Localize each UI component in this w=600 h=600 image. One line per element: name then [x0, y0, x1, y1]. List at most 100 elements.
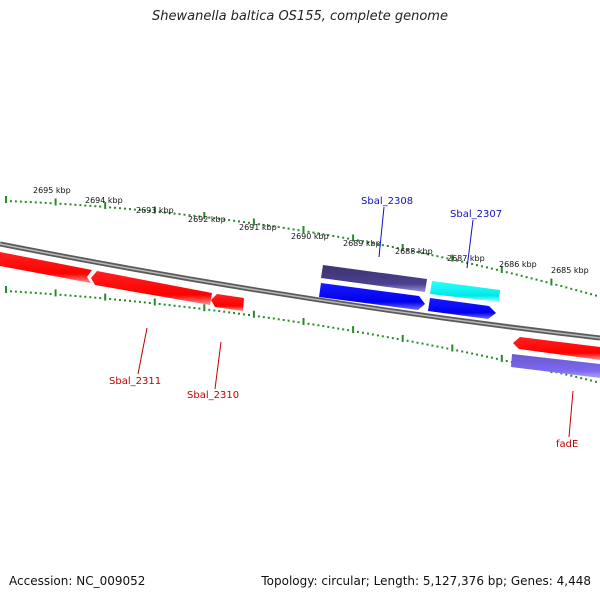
gc-tick-minor: [34, 291, 37, 294]
gc-tick-minor: [208, 308, 211, 311]
tick-label-2692: 2692 kbp: [188, 215, 226, 224]
gc-tick-minor: [49, 202, 52, 205]
gc-tick-minor: [163, 211, 166, 214]
gc-tick-minor: [208, 216, 211, 219]
gc-tick-major: [203, 304, 206, 312]
gc-tick-minor: [243, 313, 245, 316]
gene-sbal-2310[interactable]: [211, 294, 244, 311]
gc-tick-minor: [188, 306, 191, 309]
gene-label-sbal-2308[interactable]: Sbal_2308: [361, 196, 413, 207]
gc-tick-minor: [223, 218, 226, 221]
gc-tick-minor: [411, 250, 414, 252]
tick-label-2686: 2686 kbp: [499, 260, 537, 269]
gc-tick-minor: [367, 332, 369, 335]
gc-tick-minor: [510, 272, 513, 275]
gc-tick-minor: [178, 213, 181, 216]
gc-tick-minor: [585, 378, 588, 381]
gene-sbal-2308[interactable]: [321, 265, 427, 292]
gene-label-sbal-2310[interactable]: Sbal_2310: [187, 390, 239, 401]
gc-tick-minor: [530, 277, 533, 280]
gc-tick-minor: [307, 230, 310, 233]
gc-tick-minor: [193, 214, 196, 217]
gene-fade[interactable]: [513, 337, 600, 360]
gc-tick-minor: [19, 290, 22, 293]
gene-label-fade[interactable]: fadE: [556, 439, 578, 450]
gc-tick-minor: [416, 251, 419, 253]
gc-tick-minor: [421, 252, 424, 255]
gc-tick-minor: [391, 337, 394, 340]
gc-tick-minor: [406, 339, 409, 342]
gc-tick-minor: [367, 241, 369, 244]
gc-tick-minor: [486, 355, 488, 358]
gc-tick-minor: [69, 203, 72, 206]
gc-tick-minor: [426, 253, 429, 256]
gc-tick-minor: [168, 212, 171, 214]
outer-gc-track: [5, 196, 597, 297]
gc-tick-minor: [262, 223, 265, 226]
gene-sbal-2307[interactable]: [430, 281, 500, 302]
gc-tick-minor: [307, 322, 310, 325]
gc-tick-minor: [277, 226, 280, 229]
gc-tick-minor: [490, 356, 493, 359]
gene-red-1[interactable]: [0, 252, 92, 283]
gc-tick-major: [54, 289, 57, 297]
gc-tick-minor: [10, 290, 12, 293]
gc-tick-minor: [119, 299, 121, 301]
gc-tick-minor: [84, 295, 87, 298]
gc-tick-minor: [188, 214, 191, 217]
gc-tick-minor: [396, 338, 399, 340]
gc-tick-minor: [213, 309, 216, 312]
gene-blue-1[interactable]: [319, 283, 425, 310]
gc-tick-minor: [74, 295, 77, 297]
gc-tick-major: [451, 254, 454, 262]
gc-tick-minor: [312, 231, 315, 234]
gc-tick-minor: [570, 287, 573, 290]
gene-blue-2[interactable]: [428, 298, 496, 319]
tick-label-2689: 2689 kbp: [343, 239, 381, 248]
gc-tick-major: [352, 326, 355, 334]
gc-tick-minor: [133, 208, 136, 211]
gc-tick-minor: [129, 299, 131, 302]
gc-tick-minor: [565, 286, 568, 289]
gc-tick-minor: [376, 334, 379, 337]
gc-tick-minor: [371, 333, 374, 336]
gc-tick-minor: [337, 327, 340, 330]
gc-tick-minor: [560, 372, 563, 375]
gene-label-sbal-2311[interactable]: Sbal_2311: [109, 376, 161, 387]
gc-tick-minor: [441, 256, 444, 259]
gc-tick-minor: [545, 281, 548, 284]
gc-tick-minor: [238, 312, 240, 315]
gc-tick-minor: [426, 343, 429, 346]
tick-label-2693: 2693 kbp: [136, 206, 174, 215]
gc-tick-minor: [233, 312, 236, 314]
gc-tick-minor: [297, 321, 300, 324]
gc-tick-minor: [59, 202, 62, 205]
gc-tick-minor: [84, 204, 87, 207]
gc-tick-major: [252, 310, 255, 318]
gc-tick-minor: [342, 328, 345, 331]
gc-tick-minor: [94, 296, 97, 299]
gc-tick-minor: [133, 300, 136, 303]
gc-tick-minor: [332, 235, 335, 237]
gene-lavender[interactable]: [511, 354, 600, 378]
gc-tick-minor: [555, 283, 558, 286]
gc-tick-minor: [471, 263, 474, 265]
gc-tick-minor: [44, 201, 47, 204]
gc-tick-minor: [64, 203, 67, 206]
gc-tick-minor: [362, 240, 364, 243]
gc-tick-major: [104, 202, 107, 209]
gc-tick-minor: [317, 324, 320, 327]
gc-tick-minor: [228, 219, 231, 222]
gc-tick-minor: [456, 349, 459, 352]
gc-tick-minor: [595, 380, 597, 383]
tick-label-2691: 2691 kbp: [239, 223, 277, 232]
gc-tick-major: [550, 278, 553, 286]
gc-tick-minor: [371, 242, 374, 245]
gc-tick-minor: [183, 213, 186, 216]
gene-label-sbal-2307[interactable]: Sbal_2307: [450, 209, 502, 220]
gc-tick-minor: [421, 342, 424, 345]
gc-tick-minor: [248, 221, 250, 224]
gc-tick-minor: [441, 346, 444, 349]
gene-sbal-2311[interactable]: [91, 271, 212, 305]
gc-tick-minor: [238, 220, 240, 223]
